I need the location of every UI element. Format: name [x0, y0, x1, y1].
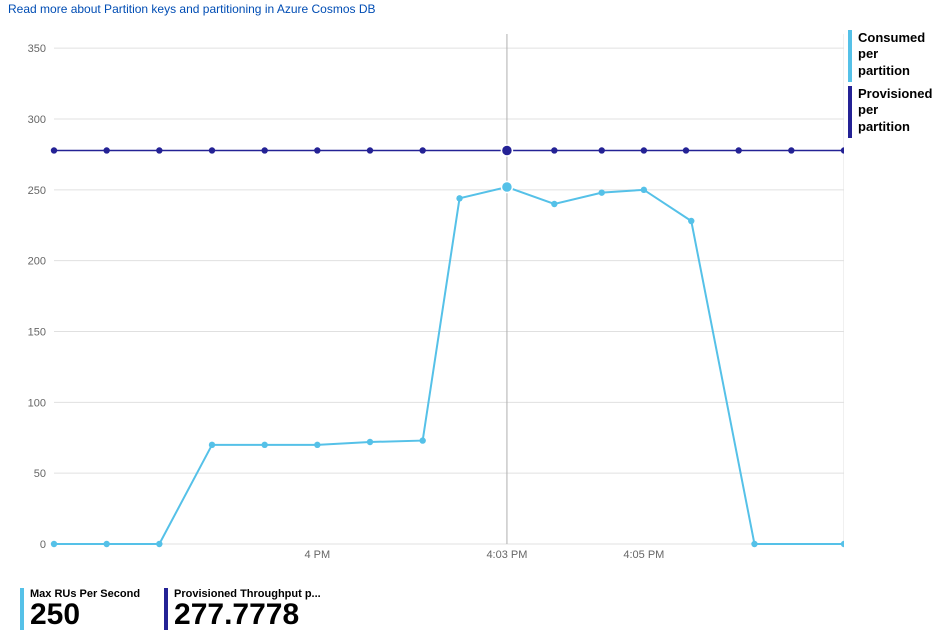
legend: Consumedperpartition Provisionedperpartit…: [848, 30, 944, 142]
data-point[interactable]: [314, 147, 320, 153]
metric-value: 277.7778: [174, 600, 321, 630]
legend-swatch: [848, 30, 852, 82]
data-point[interactable]: [551, 147, 557, 153]
data-point[interactable]: [841, 541, 844, 547]
data-point[interactable]: [419, 437, 425, 443]
data-point[interactable]: [641, 187, 647, 193]
data-point[interactable]: [367, 439, 373, 445]
data-point[interactable]: [788, 147, 794, 153]
data-point[interactable]: [501, 145, 512, 156]
data-point[interactable]: [599, 147, 605, 153]
throughput-chart: 0 50 100 150 200 250 300 350 4 PM 4:03 PM 4:05 PM: [8, 24, 844, 564]
legend-label: Consumedperpartition: [858, 30, 925, 79]
data-point[interactable]: [51, 147, 57, 153]
data-point[interactable]: [156, 541, 162, 547]
y-tick-label: 150: [28, 327, 46, 339]
data-point[interactable]: [156, 147, 162, 153]
metric-card: Max RUs Per Second250: [20, 588, 140, 630]
y-tick-label: 0: [40, 539, 46, 551]
metric-accent-bar: [164, 588, 168, 630]
metric-accent-bar: [20, 588, 24, 630]
y-tick-label: 300: [28, 114, 46, 126]
data-point[interactable]: [314, 442, 320, 448]
data-point[interactable]: [735, 147, 741, 153]
data-point[interactable]: [209, 442, 215, 448]
data-point[interactable]: [841, 147, 844, 153]
legend-label: Provisionedperpartition: [858, 86, 932, 135]
metric-card: Provisioned Throughput p...277.7778: [164, 588, 321, 630]
data-point[interactable]: [551, 201, 557, 207]
metric-value: 250: [30, 600, 140, 630]
legend-swatch: [848, 86, 852, 138]
data-point[interactable]: [367, 147, 373, 153]
x-tick-label: 4:03 PM: [486, 549, 527, 561]
data-point[interactable]: [103, 147, 109, 153]
data-point[interactable]: [751, 541, 757, 547]
data-point[interactable]: [501, 182, 512, 193]
data-point[interactable]: [456, 195, 462, 201]
legend-item[interactable]: Consumedperpartition: [848, 30, 944, 82]
data-point[interactable]: [261, 442, 267, 448]
data-point[interactable]: [261, 147, 267, 153]
y-tick-label: 50: [34, 468, 46, 480]
data-point[interactable]: [683, 147, 689, 153]
data-point[interactable]: [103, 541, 109, 547]
y-tick-label: 200: [28, 256, 46, 268]
x-tick-label: 4 PM: [304, 549, 330, 561]
y-tick-label: 250: [28, 185, 46, 197]
x-tick-label: 4:05 PM: [623, 549, 664, 561]
y-tick-label: 100: [28, 397, 46, 409]
read-more-link[interactable]: Read more about Partition keys and parti…: [8, 2, 376, 16]
data-point[interactable]: [688, 218, 694, 224]
data-point[interactable]: [51, 541, 57, 547]
chart-area: 0 50 100 150 200 250 300 350 4 PM 4:03 PM 4:05 PM: [8, 24, 844, 564]
page-root: Read more about Partition keys and parti…: [0, 0, 952, 638]
metrics-row: Max RUs Per Second250 Provisioned Through…: [20, 588, 321, 630]
data-point[interactable]: [599, 189, 605, 195]
legend-item[interactable]: Provisionedperpartition: [848, 86, 944, 138]
data-point[interactable]: [209, 147, 215, 153]
data-point[interactable]: [641, 147, 647, 153]
data-point[interactable]: [419, 147, 425, 153]
y-tick-label: 350: [28, 43, 46, 55]
